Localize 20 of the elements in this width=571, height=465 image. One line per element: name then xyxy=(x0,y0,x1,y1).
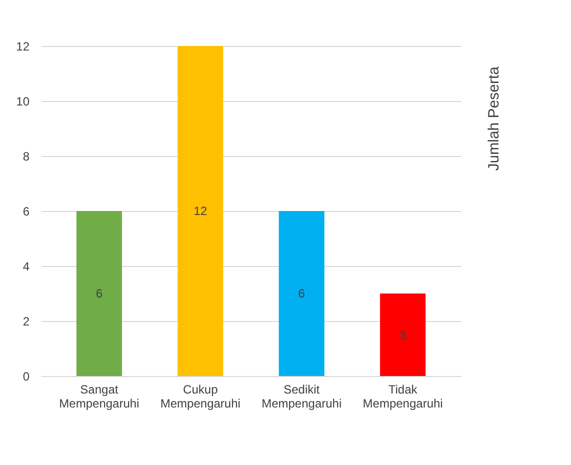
bar xyxy=(380,294,426,376)
x-tick-label: Sangat Mempengaruhi xyxy=(59,382,140,410)
data-label: 6 xyxy=(96,286,103,300)
bar xyxy=(278,211,324,376)
x-tick-label: Cukup Mempengaruhi xyxy=(160,382,240,410)
y-tick-label: 0 xyxy=(22,370,30,384)
y-tick-label: 4 xyxy=(22,260,30,274)
data-label: 12 xyxy=(194,204,208,218)
y-tick-label: 2 xyxy=(22,314,30,328)
bar xyxy=(76,211,122,376)
y-tick-label: 6 xyxy=(22,204,30,218)
data-label: 3 xyxy=(399,328,406,342)
x-tick-label: Tidak Mempengaruhi xyxy=(362,382,443,410)
y-tick-label: 8 xyxy=(22,150,30,164)
y-tick-label: 12 xyxy=(16,40,30,54)
y-tick-label: 10 xyxy=(16,94,30,108)
x-tick-label: Sedikit Mempengaruhi xyxy=(262,382,342,410)
bar xyxy=(178,46,224,376)
y-axis-title: Jumlah Peserta xyxy=(486,66,502,171)
data-label: 6 xyxy=(298,286,306,300)
